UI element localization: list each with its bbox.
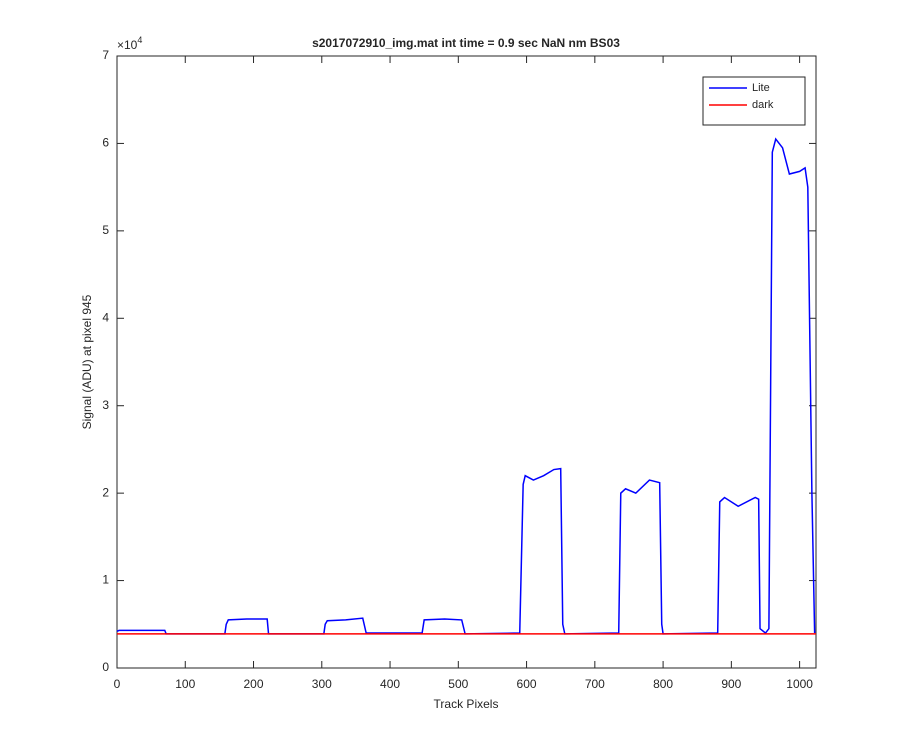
y-tick-label: 6 — [102, 136, 109, 150]
legend-label: dark — [752, 99, 774, 111]
y-tick-label: 4 — [102, 310, 109, 324]
y-multiplier-base: ×10 — [117, 38, 138, 52]
x-tick-label: 600 — [517, 677, 537, 691]
x-tick-label: 800 — [653, 677, 673, 691]
y-tick-label: 1 — [102, 573, 109, 587]
x-tick-label: 400 — [380, 677, 400, 691]
legend: Lite dark — [702, 76, 806, 126]
x-tick-label: 700 — [585, 677, 605, 691]
y-tick-label: 7 — [102, 48, 109, 62]
plot-area — [116, 55, 817, 669]
y-multiplier: ×104 — [117, 35, 142, 52]
legend-label: Lite — [752, 82, 770, 94]
x-axis-label: Track Pixels — [434, 697, 499, 711]
y-tick-label: 2 — [102, 485, 109, 499]
y-tick-label: 3 — [102, 398, 109, 412]
line-series — [116, 137, 816, 635]
y-tick-label: 5 — [102, 223, 109, 237]
y-multiplier-exponent: 4 — [137, 35, 142, 45]
x-tick-label: 200 — [244, 677, 264, 691]
x-tick-label: 300 — [312, 677, 332, 691]
chart-title: s2017072910_img.mat int time = 0.9 sec N… — [312, 36, 620, 50]
y-tick-label: 0 — [102, 660, 109, 674]
y-axis-label: Signal (ADU) at pixel 945 — [80, 294, 94, 429]
legend-box — [702, 76, 806, 126]
x-tick-label: 500 — [448, 677, 468, 691]
x-tick-label: 0 — [114, 677, 121, 691]
x-tick-label: 100 — [175, 677, 195, 691]
x-tick-label: 1000 — [786, 677, 813, 691]
x-tick-label: 900 — [721, 677, 741, 691]
